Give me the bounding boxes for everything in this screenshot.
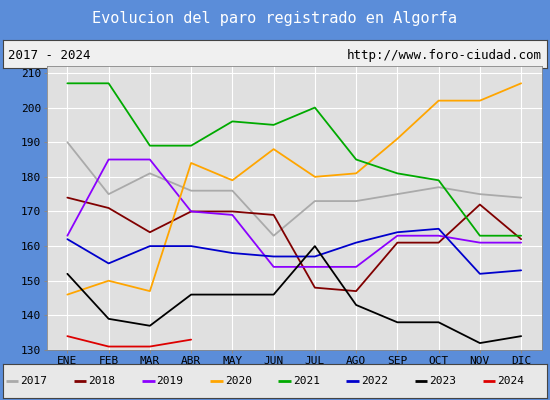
Text: 2018: 2018	[89, 376, 115, 386]
Text: 2020: 2020	[224, 376, 252, 386]
Text: 2017: 2017	[20, 376, 47, 386]
Text: 2017 - 2024: 2017 - 2024	[8, 49, 91, 62]
Text: http://www.foro-ciudad.com: http://www.foro-ciudad.com	[347, 49, 542, 62]
Text: 2023: 2023	[429, 376, 456, 386]
Text: 2019: 2019	[157, 376, 184, 386]
Text: 2021: 2021	[293, 376, 320, 386]
Text: 2024: 2024	[497, 376, 524, 386]
Text: 2022: 2022	[361, 376, 388, 386]
Text: Evolucion del paro registrado en Algorfa: Evolucion del paro registrado en Algorfa	[92, 12, 458, 26]
